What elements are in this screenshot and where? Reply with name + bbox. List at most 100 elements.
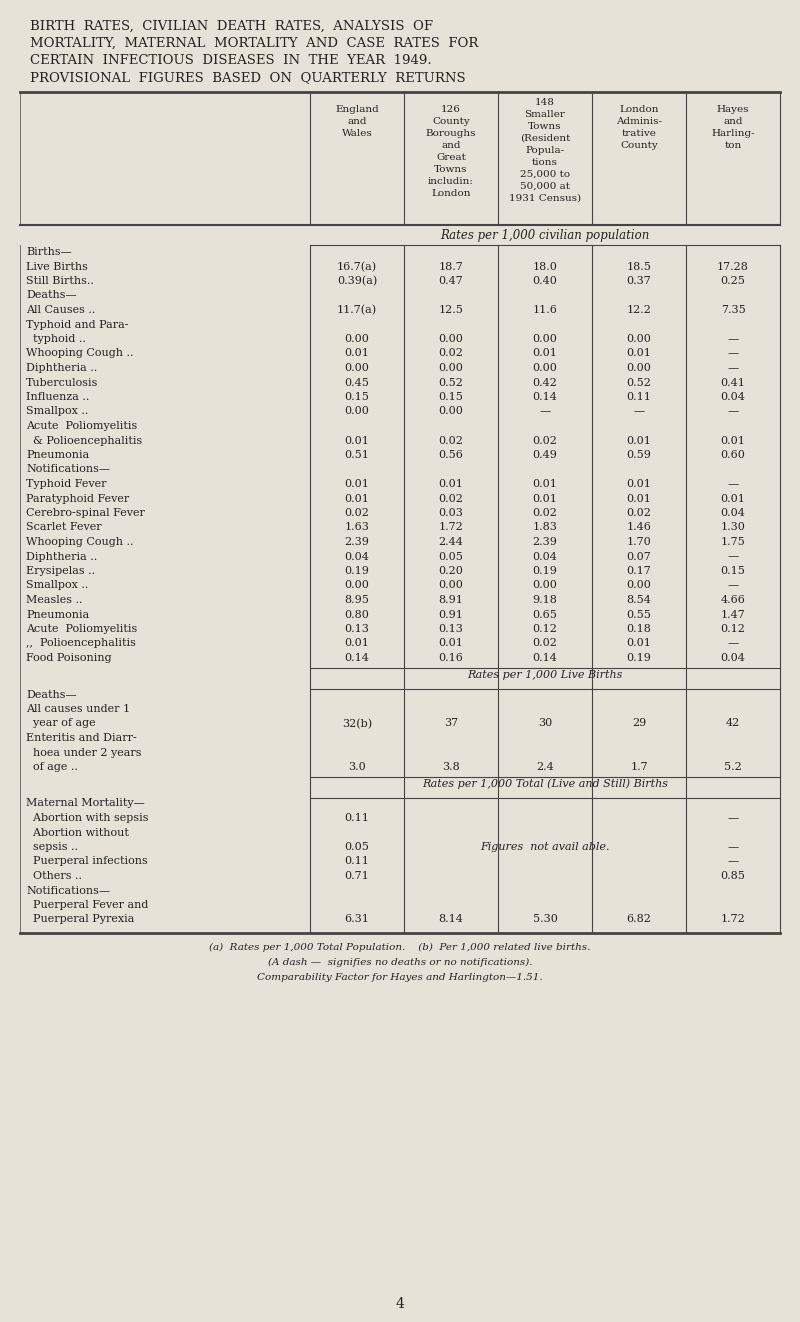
Text: —: —	[727, 364, 738, 373]
Text: 0.01: 0.01	[438, 639, 463, 649]
Text: 0.04: 0.04	[533, 551, 558, 562]
Text: 0.05: 0.05	[438, 551, 463, 562]
Text: 1.72: 1.72	[438, 522, 463, 533]
Text: Typhoid Fever: Typhoid Fever	[26, 479, 106, 489]
Text: Towns: Towns	[434, 165, 468, 175]
Text: Pneumonia: Pneumonia	[26, 449, 90, 460]
Text: 18.0: 18.0	[533, 262, 558, 271]
Text: 0.14: 0.14	[533, 653, 558, 664]
Text: 1.7: 1.7	[630, 761, 648, 772]
Text: 0.60: 0.60	[721, 449, 746, 460]
Text: Adminis-: Adminis-	[616, 118, 662, 126]
Text: —: —	[727, 406, 738, 416]
Text: All causes under 1: All causes under 1	[26, 705, 130, 714]
Text: 1931 Census): 1931 Census)	[509, 194, 581, 204]
Text: 0.14: 0.14	[345, 653, 370, 664]
Text: 3.0: 3.0	[348, 761, 366, 772]
Text: 0.11: 0.11	[345, 813, 370, 824]
Text: 0.19: 0.19	[533, 566, 558, 576]
Text: 8.54: 8.54	[626, 595, 651, 605]
Text: 8.91: 8.91	[438, 595, 463, 605]
Text: 0.00: 0.00	[626, 580, 651, 591]
Text: 50,000 at: 50,000 at	[520, 182, 570, 190]
Text: 3.8: 3.8	[442, 761, 460, 772]
Text: 0.12: 0.12	[533, 624, 558, 635]
Text: 0.00: 0.00	[345, 580, 370, 591]
Text: 0.04: 0.04	[345, 551, 370, 562]
Text: 126: 126	[441, 104, 461, 114]
Text: —: —	[727, 842, 738, 851]
Text: includin:: includin:	[428, 177, 474, 186]
Text: 1.72: 1.72	[721, 915, 746, 924]
Text: 0.01: 0.01	[626, 435, 651, 446]
Text: Notifications—: Notifications—	[26, 464, 110, 475]
Text: 42: 42	[726, 718, 740, 728]
Text: 11.7(a): 11.7(a)	[337, 305, 377, 316]
Text: typhoid ..: typhoid ..	[26, 334, 86, 344]
Text: 0.65: 0.65	[533, 609, 558, 620]
Text: 0.15: 0.15	[438, 393, 463, 402]
Text: 0.52: 0.52	[438, 378, 463, 387]
Text: 0.01: 0.01	[533, 493, 558, 504]
Text: 8.95: 8.95	[345, 595, 370, 605]
Text: Pneumonia: Pneumonia	[26, 609, 90, 620]
Text: 0.04: 0.04	[721, 508, 746, 518]
Text: 0.02: 0.02	[533, 435, 558, 446]
Text: 0.25: 0.25	[721, 276, 746, 286]
Text: —: —	[727, 857, 738, 866]
Text: 0.16: 0.16	[438, 653, 463, 664]
Text: 0.56: 0.56	[438, 449, 463, 460]
Text: Erysipelas ..: Erysipelas ..	[26, 566, 95, 576]
Text: Others ..: Others ..	[26, 871, 82, 880]
Text: County: County	[620, 141, 658, 149]
Text: 0.13: 0.13	[438, 624, 463, 635]
Text: CERTAIN  INFECTIOUS  DISEASES  IN  THE  YEAR  1949.: CERTAIN INFECTIOUS DISEASES IN THE YEAR …	[30, 54, 432, 67]
Text: Puerperal infections: Puerperal infections	[26, 857, 148, 866]
Text: 5.2: 5.2	[724, 761, 742, 772]
Text: 1.83: 1.83	[533, 522, 558, 533]
Text: 2.44: 2.44	[438, 537, 463, 547]
Text: 0.49: 0.49	[533, 449, 558, 460]
Text: and: and	[723, 118, 742, 126]
Text: 2.4: 2.4	[536, 761, 554, 772]
Text: 12.2: 12.2	[626, 305, 651, 315]
Text: and: and	[442, 141, 461, 149]
Text: 0.59: 0.59	[626, 449, 651, 460]
Text: 0.01: 0.01	[345, 639, 370, 649]
Text: 0.01: 0.01	[721, 493, 746, 504]
Text: 0.00: 0.00	[533, 580, 558, 591]
Text: 0.51: 0.51	[345, 449, 370, 460]
Text: 29: 29	[632, 718, 646, 728]
Text: 0.00: 0.00	[438, 334, 463, 344]
Text: 1.30: 1.30	[721, 522, 746, 533]
Text: 0.00: 0.00	[438, 406, 463, 416]
Text: London: London	[431, 189, 470, 198]
Text: Enteritis and Diarr-: Enteritis and Diarr-	[26, 732, 137, 743]
Text: 0.02: 0.02	[345, 508, 370, 518]
Text: 16.7(a): 16.7(a)	[337, 262, 377, 272]
Text: 0.00: 0.00	[345, 364, 370, 373]
Text: Harling-: Harling-	[711, 130, 755, 137]
Text: 6.31: 6.31	[345, 915, 370, 924]
Text: County: County	[432, 118, 470, 126]
Text: 4.66: 4.66	[721, 595, 746, 605]
Text: 0.01: 0.01	[626, 349, 651, 358]
Text: Acute  Poliomyelitis: Acute Poliomyelitis	[26, 624, 138, 635]
Text: 0.00: 0.00	[438, 580, 463, 591]
Text: 0.19: 0.19	[345, 566, 370, 576]
Text: 0.00: 0.00	[626, 364, 651, 373]
Text: (Resident: (Resident	[520, 134, 570, 143]
Text: 0.02: 0.02	[533, 639, 558, 649]
Text: Boroughs: Boroughs	[426, 130, 476, 137]
Text: 0.80: 0.80	[345, 609, 370, 620]
Text: Hayes: Hayes	[717, 104, 750, 114]
Text: 0.17: 0.17	[626, 566, 651, 576]
Text: Towns: Towns	[528, 122, 562, 131]
Text: Food Poisoning: Food Poisoning	[26, 653, 112, 664]
Text: 0.00: 0.00	[533, 364, 558, 373]
Text: Smaller: Smaller	[525, 110, 566, 119]
Text: 8.14: 8.14	[438, 915, 463, 924]
Text: 0.55: 0.55	[626, 609, 651, 620]
Text: Births—: Births—	[26, 247, 72, 256]
Text: Popula-: Popula-	[526, 145, 565, 155]
